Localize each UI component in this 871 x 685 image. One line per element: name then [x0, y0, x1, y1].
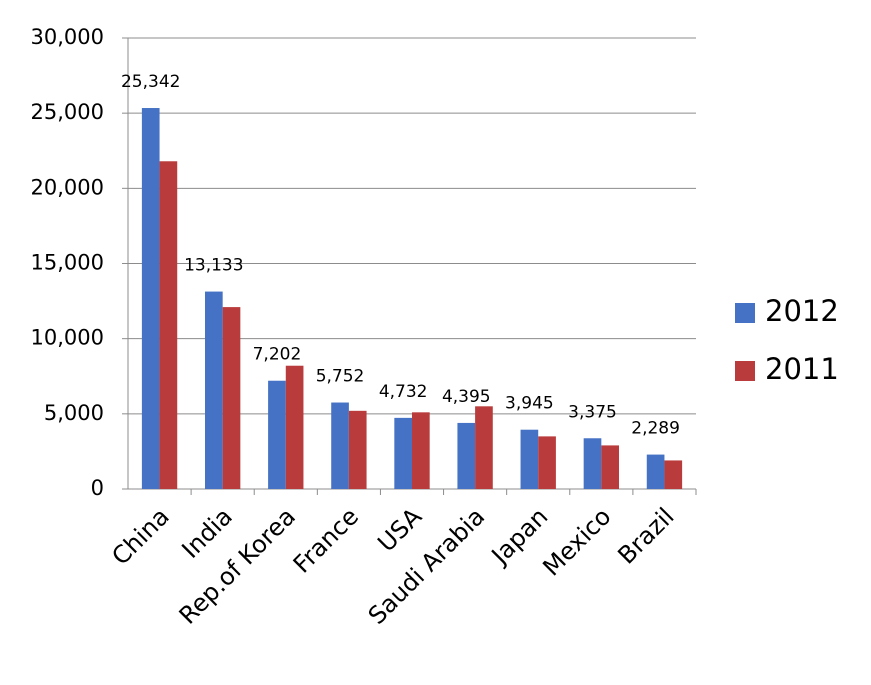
y-tick-label: 10,000 [31, 326, 104, 350]
y-tick-label: 0 [91, 476, 104, 500]
x-tick-label: China [106, 502, 174, 570]
x-tick-label: France [288, 502, 364, 578]
x-tick-label: Mexico [537, 502, 616, 581]
y-tick-label: 15,000 [31, 251, 104, 275]
value-label: 25,342 [121, 72, 180, 92]
legend-swatch [735, 303, 755, 323]
bar [457, 422, 476, 489]
value-label: 2,289 [631, 419, 680, 439]
x-tick-label: Rep.of Korea [174, 502, 301, 629]
bar [583, 438, 602, 489]
x-tick-label: Brazil [612, 502, 679, 569]
bar [348, 410, 367, 489]
legend-label: 2012 [765, 294, 839, 328]
legend-label: 2011 [765, 352, 839, 386]
value-label: 5,752 [316, 367, 365, 387]
bar [268, 380, 286, 489]
bar [601, 445, 620, 489]
bar [394, 417, 412, 489]
x-tick-label: Saudi Arabia [363, 502, 490, 629]
bar [141, 108, 160, 489]
value-label: 3,375 [568, 402, 617, 422]
y-tick-label: 5,000 [44, 401, 104, 425]
legend-swatch [735, 361, 755, 381]
bar [331, 402, 349, 489]
x-tick-label: USA [372, 502, 427, 557]
value-label: 4,732 [379, 382, 428, 402]
y-tick-label: 20,000 [31, 175, 104, 199]
bar [159, 161, 178, 490]
value-label: 4,395 [442, 387, 491, 407]
bar [475, 406, 493, 489]
value-label: 13,133 [184, 256, 243, 276]
bar [520, 429, 539, 489]
bar [285, 365, 304, 489]
y-tick-label: 30,000 [31, 25, 104, 49]
bar [412, 412, 430, 489]
y-tick-label: 25,000 [31, 100, 104, 124]
bar [204, 291, 223, 489]
bar [664, 460, 683, 489]
value-label: 7,202 [253, 345, 302, 365]
bar [222, 307, 241, 489]
bar [646, 454, 665, 489]
value-label: 3,945 [505, 394, 554, 414]
bar [538, 436, 556, 489]
